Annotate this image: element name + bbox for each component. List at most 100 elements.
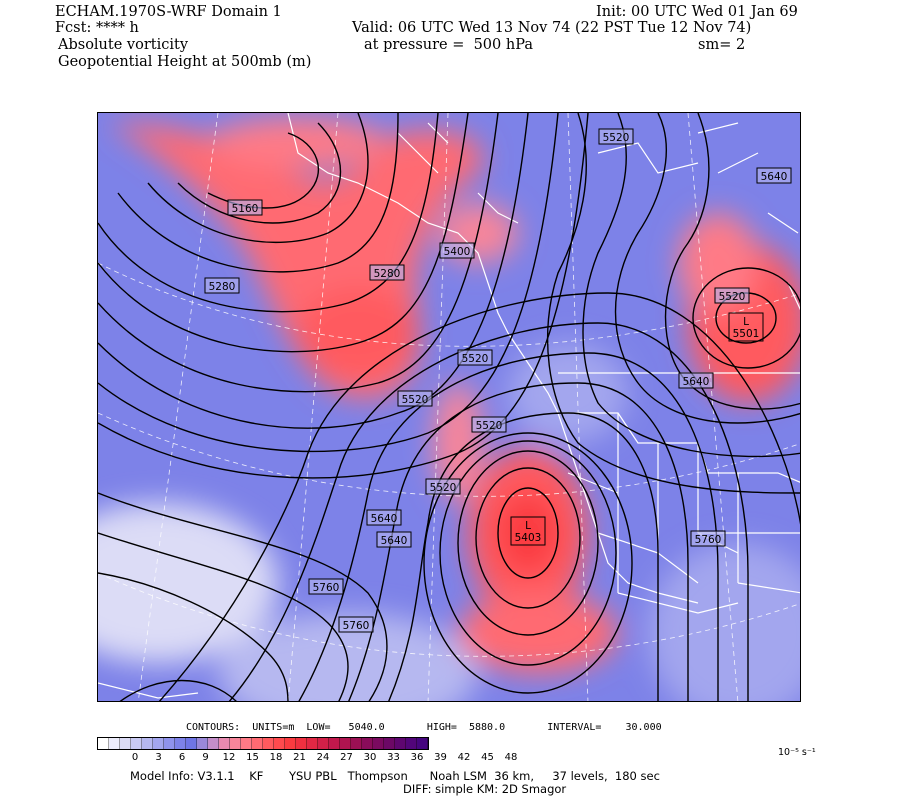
diffusion-info: DIFF: simple KM: 2D Smagor [403, 782, 567, 796]
colorbar-tick-label: 27 [340, 752, 353, 763]
contour-label: 5400 [439, 242, 475, 259]
contour-label-text: 5280 [209, 281, 236, 293]
contour-label-text: 5640 [371, 513, 398, 525]
contour-label: 5520 [425, 478, 461, 495]
contour-label-text: 5520 [430, 482, 457, 494]
colorbar-swatch [153, 738, 164, 749]
contour-label: 5640 [366, 509, 402, 526]
colorbar-swatch [318, 738, 329, 749]
colorbar-swatch [307, 738, 318, 749]
low-value: 5501 [733, 328, 760, 340]
colorbar-tick-label: 30 [363, 752, 377, 763]
colorbar-swatch [373, 738, 384, 749]
colorbar-tick-label: 0 [131, 752, 139, 763]
contour-label: 5520 [714, 287, 750, 304]
colorbar-tick-label: 48 [504, 752, 518, 763]
height-contours [98, 113, 800, 701]
field-name-height: Geopotential Height at 500mb (m) [58, 54, 312, 70]
contour-label: 5280 [369, 264, 405, 281]
colorbar-tick-label: 9 [202, 752, 209, 763]
colorbar-swatch [197, 738, 208, 749]
colorbar-tick-label: 45 [481, 752, 494, 763]
valid-time: Valid: 06 UTC Wed 13 Nov 74 (22 PST Tue … [352, 20, 752, 36]
colorbar-swatch [131, 738, 142, 749]
contour-label-text: 5520 [719, 291, 746, 303]
colorbar [97, 737, 429, 750]
colorbar-tick-label: 33 [387, 752, 400, 763]
colorbar-swatch [395, 738, 406, 749]
model-info: Model Info: V3.1.1 KF YSU PBL Thompson N… [130, 769, 660, 783]
colorbar-swatch [109, 738, 120, 749]
forecast-hour: Fcst: **** h [55, 20, 139, 36]
contour-label-text: 5760 [313, 582, 340, 594]
contour-label-text: 5160 [232, 203, 259, 215]
colorbar-swatch [142, 738, 153, 749]
colorbar-swatch [230, 738, 241, 749]
smoothing-value: sm= 2 [698, 37, 746, 53]
colorbar-swatch [208, 738, 219, 749]
contour-labels: 5520 5640 5160 5400 5280 5280 5520 5520 5520 5640… [204, 128, 792, 633]
contour-label: 5160 [227, 199, 263, 216]
contour-label-text: 5640 [683, 376, 710, 388]
contour-label: 5760 [690, 530, 726, 547]
colorbar-tick-label: 21 [293, 752, 306, 763]
contour-label-text: 5280 [374, 268, 401, 280]
lat-lon-grid [98, 113, 800, 701]
contour-label-text: 5520 [462, 353, 489, 365]
colorbar-tick-label: 42 [457, 752, 471, 763]
vorticity-map: 5520 5640 5160 5400 5280 5280 5520 5520 5520 5640… [97, 112, 801, 702]
colorbar-swatch [351, 738, 362, 749]
colorbar-swatch [164, 738, 175, 749]
colorbar-swatch [98, 738, 109, 749]
low-symbol: L [525, 520, 531, 532]
colorbar-swatch [252, 738, 263, 749]
colorbar-tick-label: 24 [316, 752, 330, 763]
colorbar-swatch [417, 738, 428, 749]
colorbar-tick-label: 39 [434, 752, 447, 763]
colorbar-swatch [274, 738, 285, 749]
colorbar-swatch [340, 738, 351, 749]
map-canvas: 5520 5640 5160 5400 5280 5280 5520 5520 5520 5640… [98, 113, 800, 701]
contour-label-text: 5520 [402, 394, 429, 406]
colorbar-swatch [120, 738, 131, 749]
field-name-vorticity: Absolute vorticity [58, 37, 189, 53]
colorbar-tick-label: 12 [222, 752, 236, 763]
contour-label-text: 5760 [695, 534, 722, 546]
colorbar-swatch [406, 738, 417, 749]
contour-label: 5520 [471, 416, 507, 433]
contour-label: 5640 [376, 531, 412, 548]
contour-label: 5640 [678, 372, 714, 389]
contour-label: 5520 [457, 349, 493, 366]
contour-label: 5640 [756, 167, 792, 184]
colorbar-tick-label: 15 [246, 752, 259, 763]
contour-label-text: 5640 [381, 535, 408, 547]
contour-label: 5520 [598, 128, 634, 145]
colorbar-swatch [296, 738, 307, 749]
colorbar-swatch [362, 738, 373, 749]
colorbar-swatch [384, 738, 395, 749]
contour-label: 5520 [397, 390, 433, 407]
colorbar-swatch [263, 738, 274, 749]
colorbar-swatch [241, 738, 252, 749]
contour-label: 5760 [338, 616, 374, 633]
contour-label: 5760 [308, 578, 344, 595]
contour-label-text: 5760 [343, 620, 370, 632]
init-time: Init: 00 UTC Wed 01 Jan 69 [596, 4, 798, 20]
contour-label-text: 5520 [476, 420, 503, 432]
colorbar-units: 10⁻⁵ s⁻¹ [778, 747, 816, 758]
colorbar-tick-label: 36 [410, 752, 424, 763]
colorbar-tick-label: 18 [269, 752, 283, 763]
contour-label: 5280 [204, 277, 240, 294]
colorbar-swatch [186, 738, 197, 749]
pressure-level: at pressure = 500 hPa [364, 37, 533, 53]
colorbar-swatch [175, 738, 186, 749]
colorbar-tick-label: 6 [178, 752, 186, 763]
contour-label-text: 5520 [603, 132, 630, 144]
model-title: ECHAM.1970S-WRF Domain 1 [55, 4, 282, 20]
low-symbol: L [743, 316, 749, 328]
low-value: 5403 [515, 532, 542, 544]
colorbar-swatch [285, 738, 296, 749]
contour-label-text: 5400 [444, 246, 471, 258]
